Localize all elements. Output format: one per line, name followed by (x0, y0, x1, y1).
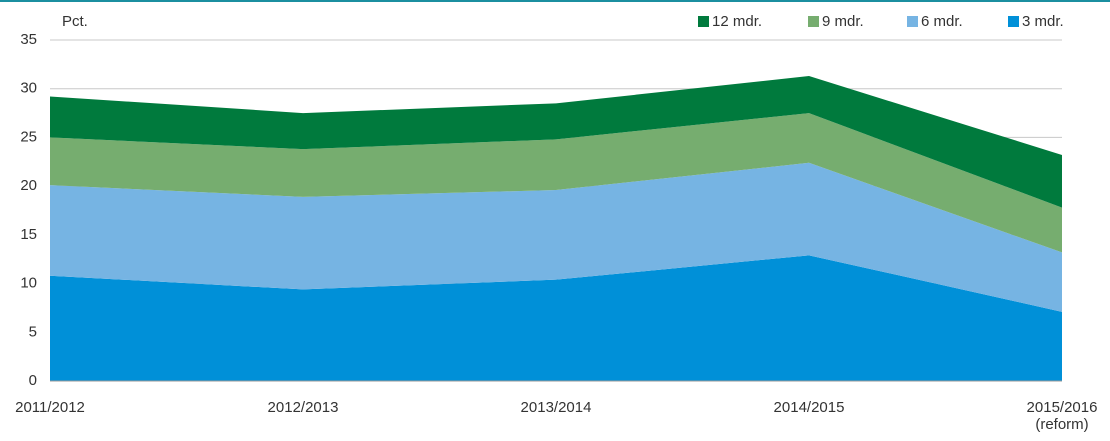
top-rule (0, 0, 1110, 2)
y-tick-label: 10 (20, 275, 37, 292)
legend-swatch (1008, 16, 1019, 27)
x-tick-label: 2013/2014 (520, 399, 592, 416)
area (50, 113, 1062, 253)
y-tick-label: 35 (20, 31, 37, 48)
legend-swatch (907, 16, 918, 27)
legend-label: 3 mdr. (1022, 13, 1064, 30)
y-tick-label: 15 (20, 226, 37, 243)
legend-label: 9 mdr. (822, 13, 864, 30)
legend-swatch (698, 16, 709, 27)
legend-label: 12 mdr. (712, 13, 762, 30)
area (50, 255, 1062, 381)
legend-swatch (808, 16, 819, 27)
y-tick-label: 5 (29, 323, 37, 340)
x-tick-label: 2011/2012 (15, 399, 85, 416)
area (50, 76, 1062, 208)
x-tick-label: 2012/2013 (267, 399, 339, 416)
x-tick-label: 2014/2015 (773, 399, 845, 416)
y-tick-label: 0 (29, 372, 37, 389)
y-tick-label: 25 (20, 128, 37, 145)
area (50, 162, 1062, 312)
y-tick-label: 20 (20, 177, 37, 194)
y-tick-label: 30 (20, 80, 37, 97)
legend-label: 6 mdr. (921, 13, 963, 30)
y-axis-label: Pct. (62, 13, 88, 30)
x-tick-label: 2015/2016 (reform) (1026, 399, 1098, 433)
